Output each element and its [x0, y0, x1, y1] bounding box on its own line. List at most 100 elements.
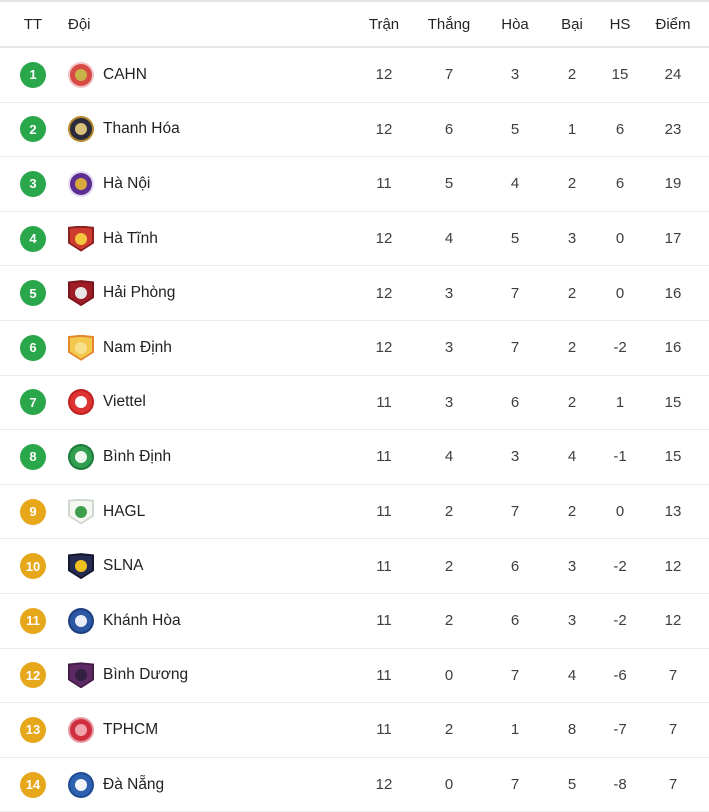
team-name: Đà Nẵng: [103, 775, 165, 793]
team-name: Bình Dương: [103, 666, 189, 684]
goal-diff: -1: [613, 448, 627, 466]
points: 24: [664, 66, 682, 84]
wins: 7: [444, 66, 454, 84]
losses: 1: [567, 120, 577, 138]
table-row[interactable]: 4 Hà Tĩnh 12 4 5 3 0 17: [0, 212, 709, 267]
position-badge: 7: [20, 389, 46, 416]
team-name: Hà Tĩnh: [103, 229, 158, 247]
team-name: Viettel: [103, 393, 146, 411]
losses: 3: [567, 230, 577, 248]
table-row[interactable]: 14 Đà Nẵng 12 0 7 5 -8 7: [0, 758, 709, 812]
position-badge: 3: [20, 170, 46, 197]
draws: 7: [510, 666, 520, 684]
table-row[interactable]: 6 Nam Định 12 3 7 2 -2 16: [0, 321, 709, 376]
wins: 0: [444, 666, 454, 684]
losses: 2: [567, 66, 577, 84]
team-name: TPHCM: [103, 720, 159, 738]
team-name: Hà Nội: [103, 174, 151, 192]
table-row[interactable]: 9 HAGL 11 2 7 2 0 13: [0, 485, 709, 540]
column-header-team: Đội: [68, 15, 91, 33]
matches-played: 11: [376, 175, 392, 193]
matches-played: 12: [375, 776, 393, 794]
position-badge: 13: [20, 716, 46, 743]
team-logo-icon: [68, 553, 94, 580]
team-name: Hải Phòng: [103, 284, 176, 302]
table-row[interactable]: 12 Bình Dương 11 0 7 4 -6 7: [0, 649, 709, 704]
table-row[interactable]: 8 Bình Định 11 4 3 4 -1 15: [0, 430, 709, 485]
matches-played: 12: [375, 66, 393, 84]
draws: 7: [510, 284, 520, 302]
column-header-position: TT: [23, 15, 43, 33]
position-badge: 10: [20, 553, 46, 580]
table-row[interactable]: 10 SLNA 11 2 6 3 -2 12: [0, 539, 709, 594]
matches-played: 11: [376, 721, 392, 739]
wins: 5: [444, 175, 454, 193]
team-logo-icon: [68, 607, 94, 634]
position-badge: 2: [20, 116, 46, 143]
points: 17: [664, 230, 682, 248]
matches-played: 11: [376, 503, 392, 521]
position-badge: 5: [20, 280, 46, 307]
matches-played: 11: [376, 666, 392, 684]
team-logo-icon: [68, 389, 94, 416]
losses: 2: [567, 393, 577, 411]
goal-diff: 0: [615, 503, 625, 521]
losses: 2: [567, 284, 577, 302]
goal-diff: 15: [611, 66, 629, 84]
draws: 5: [510, 120, 520, 138]
table-row[interactable]: 13 TPHCM 11 2 1 8 -7 7: [0, 703, 709, 758]
team-logo-icon: [68, 61, 94, 88]
wins: 2: [444, 503, 454, 521]
wins: 2: [444, 557, 454, 575]
table-row[interactable]: 7 Viettel 11 3 6 2 1 15: [0, 376, 709, 431]
wins: 4: [444, 448, 454, 466]
table-body: 1 CAHN 12 7 3 2 15 24 2 Tha: [0, 48, 709, 812]
team-logo-icon: [68, 443, 94, 470]
losses: 4: [567, 448, 577, 466]
draws: 7: [510, 776, 520, 794]
losses: 2: [567, 339, 577, 357]
column-header-points: Điểm: [655, 15, 691, 33]
team-logo-icon: [68, 225, 94, 252]
wins: 2: [444, 721, 454, 739]
table-row[interactable]: 2 Thanh Hóa 12 6 5 1 6 23: [0, 103, 709, 158]
draws: 3: [510, 448, 520, 466]
goal-diff: -7: [613, 721, 627, 739]
wins: 6: [444, 120, 454, 138]
team-name: CAHN: [103, 65, 147, 83]
losses: 3: [567, 612, 577, 630]
position-badge: 14: [20, 771, 46, 798]
losses: 4: [567, 666, 577, 684]
goal-diff: 0: [615, 230, 625, 248]
team-name: Bình Định: [103, 447, 172, 465]
team-name: Nam Định: [103, 338, 172, 356]
matches-played: 12: [375, 120, 393, 138]
wins: 4: [444, 230, 454, 248]
table-row[interactable]: 3 Hà Nội 11 5 4 2 6 19: [0, 157, 709, 212]
draws: 6: [510, 612, 520, 630]
points: 12: [664, 612, 682, 630]
matches-played: 12: [375, 339, 393, 357]
goal-diff: 6: [615, 120, 625, 138]
table-row[interactable]: 5 Hải Phòng 12 3 7 2 0 16: [0, 266, 709, 321]
table-row[interactable]: 1 CAHN 12 7 3 2 15 24: [0, 48, 709, 103]
matches-played: 12: [375, 284, 393, 302]
column-header-wins: Thắng: [427, 15, 471, 33]
draws: 5: [510, 230, 520, 248]
goal-diff: 0: [615, 284, 625, 302]
team-logo-icon: [68, 334, 94, 361]
goal-diff: 1: [615, 393, 625, 411]
team-logo-icon: [68, 716, 94, 743]
team-logo-icon: [68, 116, 94, 143]
position-badge: 1: [20, 61, 46, 88]
points: 7: [668, 666, 678, 684]
position-badge: 9: [20, 498, 46, 525]
draws: 7: [510, 503, 520, 521]
points: 12: [664, 557, 682, 575]
draws: 6: [510, 393, 520, 411]
table-row[interactable]: 11 Khánh Hòa 11 2 6 3 -2 12: [0, 594, 709, 649]
points: 16: [664, 284, 682, 302]
goal-diff: -2: [613, 339, 627, 357]
goal-diff: -8: [613, 776, 627, 794]
